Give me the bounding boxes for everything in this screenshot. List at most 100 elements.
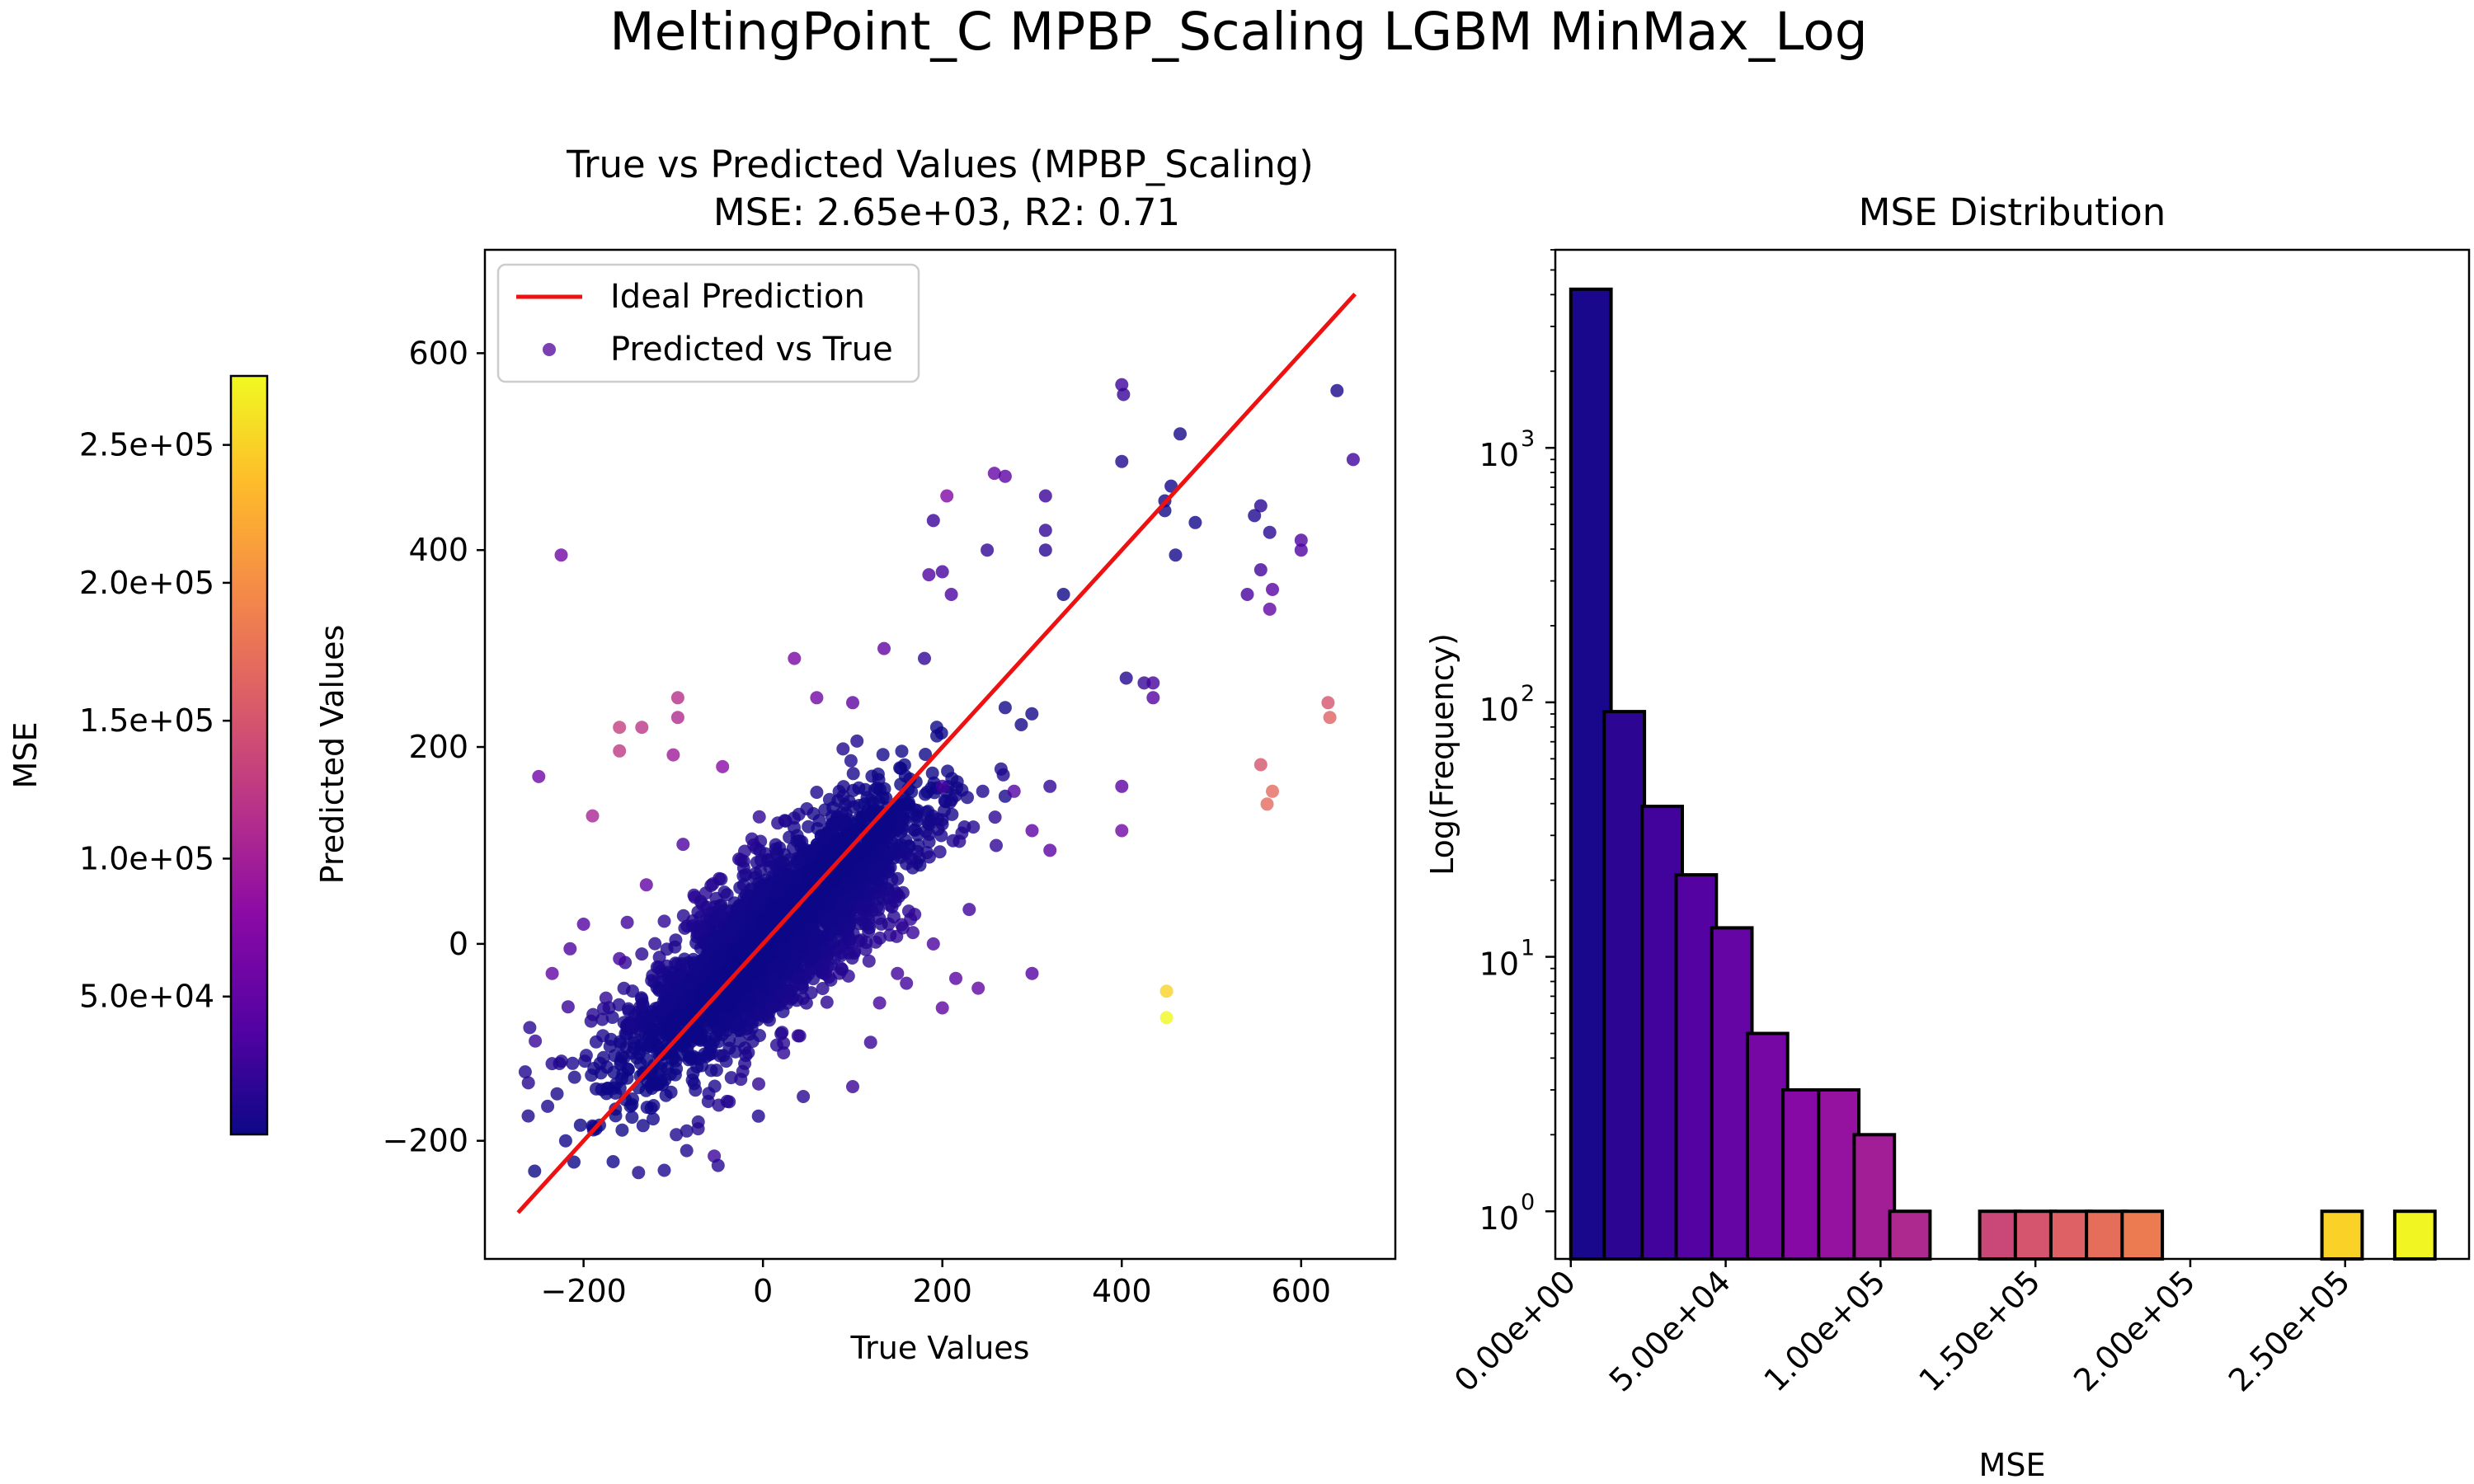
colorbar-tick-label: 2.5e+05 xyxy=(79,427,214,463)
scatter-point xyxy=(702,1087,716,1101)
scatter-point xyxy=(876,864,890,877)
scatter-point xyxy=(885,872,899,886)
scatter-point xyxy=(523,1021,537,1035)
histogram-y-tick-label: 10 xyxy=(1479,946,1519,983)
scatter-point xyxy=(793,1029,807,1043)
scatter-point xyxy=(730,993,744,1007)
scatter-point xyxy=(675,1012,689,1026)
scatter-point xyxy=(837,907,851,921)
scatter-point xyxy=(613,744,627,758)
histogram-y-tick-exponent: 1 xyxy=(1521,936,1535,961)
scatter-point xyxy=(1260,797,1274,811)
histogram-x-ticks: 0.00e+00 5.00e+04 1.00e+05 1.50e+05 2.00e+05… xyxy=(1447,1259,2357,1398)
scatter-point xyxy=(668,940,682,954)
colorbar-gradient xyxy=(229,374,269,1136)
scatter-point xyxy=(1253,758,1268,772)
histogram-title: MSE Distribution xyxy=(1859,190,2166,234)
figure-title: MeltingPoint_C MPBP_Scaling LGBM MinMax_… xyxy=(609,2,1868,62)
scatter-point xyxy=(563,942,577,956)
scatter-point xyxy=(628,1008,642,1022)
scatter-point xyxy=(918,651,931,665)
scatter-x-tick-label: 600 xyxy=(1272,1273,1332,1309)
scatter-point xyxy=(934,829,948,843)
scatter-point xyxy=(858,904,872,918)
scatter-point xyxy=(1038,524,1052,538)
scatter-point xyxy=(742,1027,756,1041)
histogram-bar xyxy=(2392,1209,2437,1261)
scatter-point xyxy=(545,966,559,980)
scatter-point xyxy=(778,814,792,828)
scatter-point xyxy=(721,1000,735,1014)
scatter-point xyxy=(670,969,684,983)
scatter-point xyxy=(903,772,917,786)
histogram-bar xyxy=(1710,926,1754,1261)
histogram-bar xyxy=(1602,710,1647,1261)
scatter-point xyxy=(518,1065,532,1079)
scatter-point xyxy=(626,1092,639,1106)
scatter-point xyxy=(694,1032,708,1046)
scatter-point xyxy=(597,1002,610,1016)
scatter-point xyxy=(626,1021,640,1035)
scatter-point xyxy=(720,1094,734,1108)
scatter-point xyxy=(799,996,813,1010)
scatter-point xyxy=(1294,543,1308,557)
scatter-point xyxy=(1263,602,1277,616)
scatter-point xyxy=(1056,588,1070,601)
scatter-point xyxy=(816,860,830,874)
scatter-point xyxy=(976,784,990,798)
scatter-point xyxy=(887,910,901,923)
histogram-bar xyxy=(2013,1209,2058,1261)
scatter-point xyxy=(846,767,860,781)
scatter-point xyxy=(722,930,736,944)
scatter-point xyxy=(663,1068,677,1081)
scatter-point xyxy=(1043,779,1057,793)
scatter-point xyxy=(1014,718,1028,731)
scatter-point xyxy=(888,895,902,909)
histogram-x-tick-label: 2.00e+05 xyxy=(2067,1263,2202,1398)
scatter-point xyxy=(824,973,838,987)
histogram-bar xyxy=(2320,1209,2364,1261)
scatter-point xyxy=(921,805,935,819)
scatter-point xyxy=(1266,784,1279,798)
scatter-point xyxy=(670,1128,684,1142)
scatter-point xyxy=(521,1076,535,1090)
scatter-point xyxy=(949,971,962,985)
scatter-point xyxy=(714,872,728,886)
histogram-y-axis-label: Log(Frequency) xyxy=(1424,633,1460,876)
scatter-point xyxy=(752,1007,766,1021)
scatter-point xyxy=(935,779,949,793)
scatter-x-tick-label: 400 xyxy=(1092,1273,1152,1309)
scatter-point xyxy=(913,858,927,872)
scatter-point xyxy=(961,791,974,805)
scatter-point xyxy=(908,908,922,922)
scatter-point xyxy=(862,954,876,968)
scatter-point xyxy=(632,1166,646,1180)
scatter-point xyxy=(1253,563,1268,577)
scatter-point xyxy=(926,937,940,951)
scatter-point xyxy=(830,885,844,899)
scatter-point xyxy=(940,489,954,503)
scatter-point xyxy=(766,973,780,987)
scatter-point xyxy=(1119,671,1133,685)
scatter-point xyxy=(561,1000,575,1014)
scatter-point xyxy=(1253,499,1268,513)
histogram-x-tick-label: 5.00e+04 xyxy=(1602,1263,1738,1398)
scatter-x-axis-label: True Values xyxy=(850,1330,1030,1366)
scatter-point xyxy=(584,1014,598,1028)
scatter-point xyxy=(550,1087,564,1101)
scatter-point xyxy=(1025,707,1039,721)
scatter-point xyxy=(576,918,590,931)
scatter-point xyxy=(1346,453,1360,467)
scatter-point xyxy=(773,958,787,972)
colorbar: 5.0e+04 1.0e+05 1.5e+05 2.0e+05 2.5e+05 MSE xyxy=(7,374,269,1136)
scatter-point xyxy=(657,1163,671,1177)
scatter-point xyxy=(962,903,976,917)
scatter-point xyxy=(946,834,960,848)
scatter-point xyxy=(590,1082,603,1096)
histogram-y-tick-label: 10 xyxy=(1479,1200,1519,1237)
scatter-y-tick-label: 0 xyxy=(449,926,468,962)
scatter-point xyxy=(812,814,826,828)
colorbar-ticks: 5.0e+04 1.0e+05 1.5e+05 2.0e+05 2.5e+05 xyxy=(79,427,231,1015)
scatter-point xyxy=(676,1048,690,1062)
scatter-point xyxy=(751,1109,765,1123)
